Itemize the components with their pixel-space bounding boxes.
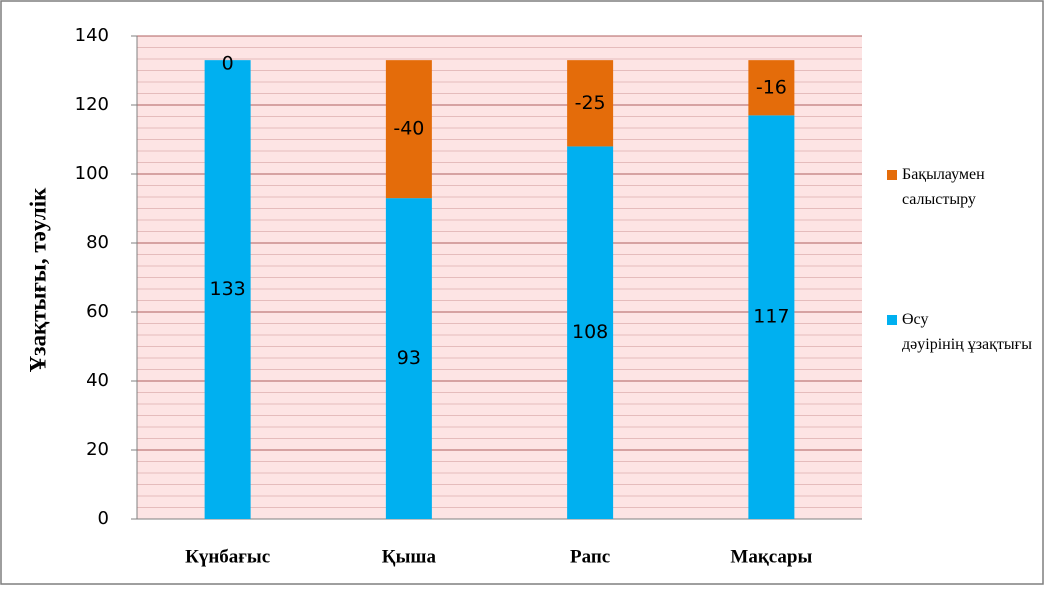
- y-tick-label: 120: [75, 94, 109, 115]
- data-label: 0: [222, 53, 234, 75]
- legend-swatch: [887, 315, 897, 325]
- y-tick-label: 140: [75, 25, 109, 46]
- bar-segment: [567, 60, 614, 147]
- data-label: 108: [572, 321, 608, 343]
- x-tick-label: Қыша: [382, 546, 437, 567]
- data-label: 93: [397, 347, 421, 369]
- y-tick-label: 0: [98, 508, 109, 529]
- y-axis-title: Ұзақтығы, тәулік: [25, 187, 50, 372]
- legend-label: Бақылаумен салыстыру: [902, 166, 985, 208]
- y-tick-label: 20: [86, 439, 109, 460]
- bar-segment: [385, 198, 432, 519]
- x-tick-label: Мақсары: [730, 546, 812, 567]
- data-label: 133: [209, 278, 245, 300]
- y-tick-label: 100: [75, 163, 109, 184]
- legend-label: Өсу дәуірінің ұзақтығы: [902, 311, 1032, 353]
- x-tick-label: Күнбағыс: [185, 546, 270, 567]
- data-label: -16: [756, 76, 787, 98]
- y-tick-label: 40: [86, 370, 109, 391]
- bar-segment: [748, 115, 795, 519]
- data-label: 117: [753, 306, 789, 328]
- bar-segment: [748, 60, 795, 116]
- x-tick-label: Рапс: [570, 546, 610, 567]
- y-tick-label: 60: [86, 301, 109, 322]
- data-label: -40: [393, 118, 424, 140]
- bar-segment: [204, 60, 251, 520]
- data-label: -25: [575, 92, 606, 114]
- legend-swatch: [887, 170, 897, 180]
- y-tick-label: 80: [86, 232, 109, 253]
- bar-segment: [567, 146, 614, 519]
- bar-segment: [385, 60, 432, 199]
